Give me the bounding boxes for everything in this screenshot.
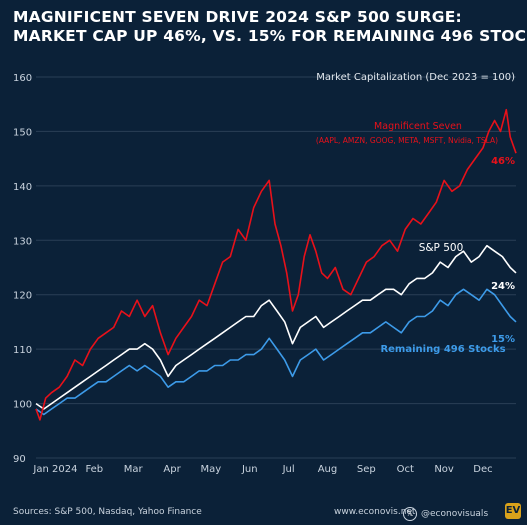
end-label-remaining-496: 15% — [491, 334, 515, 345]
website-link[interactable]: www.econovis.net — [334, 507, 416, 517]
series-labels: Magnificent Seven (AAPL, AMZN, GOOG, META… — [316, 121, 515, 355]
x-tick-label: Jan 2024 — [32, 464, 77, 475]
series-line-remaining-496-stocks — [35, 288, 517, 416]
title-line-1: MAGNIFICENT SEVEN DRIVE 2024 S&P 500 SUR… — [13, 8, 462, 26]
x-logo-icon: 𝕏 — [403, 507, 417, 521]
y-tick-label: 120 — [13, 291, 32, 302]
grid-lines — [36, 76, 516, 459]
y-tick-label: 110 — [13, 345, 32, 356]
y-axis: 90 100 110 120 130 140 150 160 — [13, 73, 32, 465]
x-tick-label: Mar — [124, 464, 144, 475]
x-tick-label: Aug — [318, 464, 338, 475]
y-tick-label: 130 — [13, 236, 32, 247]
title-line-2: MARKET CAP UP 46%, VS. 15% FOR REMAINING… — [13, 27, 527, 45]
series-label-sp500: S&P 500 — [419, 242, 464, 254]
y-tick-label: 100 — [13, 400, 32, 411]
series-label-magnificent-seven: Magnificent Seven — [374, 121, 462, 132]
x-tick-label: Jul — [282, 464, 295, 475]
series-label-remaining-496: Remaining 496 Stocks — [380, 344, 505, 355]
x-tick-label: May — [201, 464, 222, 475]
y-tick-label: 160 — [13, 73, 32, 84]
series-lines — [35, 108, 517, 421]
end-label-sp500: 24% — [491, 281, 515, 292]
social-handle-text: @econovisuals — [421, 509, 489, 519]
chart-title: MAGNIFICENT SEVEN DRIVE 2024 S&P 500 SUR… — [13, 8, 527, 46]
series-note-magnificent-seven: (AAPL, AMZN, GOOG, META, MSFT, Nvidia, T… — [316, 136, 498, 145]
ev-logo-icon: EV — [505, 503, 521, 519]
series-line-magnificent-seven — [35, 108, 517, 421]
x-tick-label: Feb — [85, 464, 103, 475]
x-tick-label: Sep — [357, 464, 376, 475]
x-tick-label: Jun — [241, 464, 258, 475]
x-tick-label: Nov — [434, 464, 454, 475]
end-label-magnificent-seven: 46% — [491, 156, 515, 167]
x-tick-label: Apr — [163, 464, 181, 475]
social-handle[interactable]: 𝕏 @econovisuals — [403, 507, 488, 521]
x-axis: Jan 2024 Feb Mar Apr May Jun Jul Aug Sep Oct Nov De… — [32, 464, 492, 475]
chart-subtitle: Market Capitalization (Dec 2023 = 100) — [316, 72, 515, 83]
x-tick-label: Dec — [473, 464, 492, 475]
sources-note: Sources: S&P 500, Nasdaq, Yahoo Finance — [13, 507, 202, 517]
y-tick-label: 150 — [13, 127, 32, 138]
series-line-s-p-500 — [35, 244, 517, 410]
y-tick-label: 140 — [13, 182, 32, 193]
x-tick-label: Oct — [397, 464, 414, 475]
y-tick-label: 90 — [13, 454, 26, 465]
